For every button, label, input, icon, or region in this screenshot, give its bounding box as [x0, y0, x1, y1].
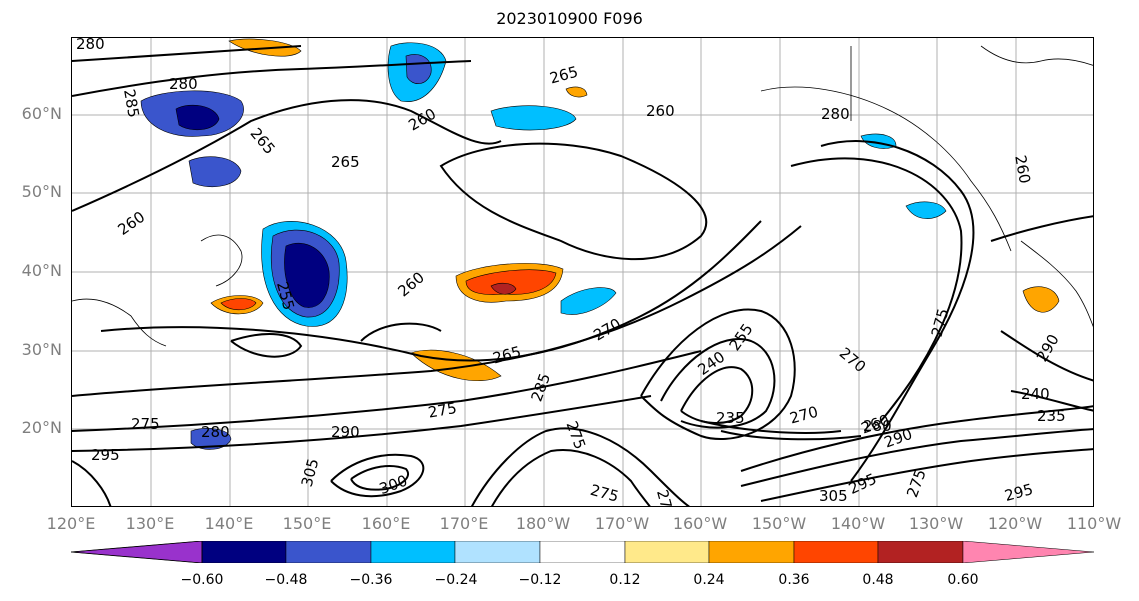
- colorbar: [71, 541, 1094, 563]
- contour-lines: [72, 45, 1093, 506]
- contour-label: 275: [588, 481, 620, 506]
- colorbar-segment: [71, 541, 203, 563]
- contour-label: 240: [1021, 385, 1050, 403]
- orange-anomaly-bering: [565, 86, 588, 98]
- lon-label-130e: 130°E: [125, 514, 175, 533]
- lon-label-120e: 120°E: [46, 514, 96, 533]
- contour-label: 260: [646, 102, 675, 120]
- contour-label: 270: [788, 403, 820, 428]
- lon-label-160w: 160°W: [672, 514, 728, 533]
- anomaly-shading: [140, 38, 1060, 450]
- cyan-anomaly-mid: [560, 287, 617, 315]
- colorbar-segment: [370, 541, 456, 563]
- map-panel: 280 285 280 265 265 260 265 260 280 260 …: [71, 37, 1094, 507]
- colorbar-tick: −0.12: [518, 572, 562, 588]
- navy-anomaly-kamchatka: [175, 104, 220, 131]
- colorbar-tick: −0.24: [434, 572, 478, 588]
- contour-label: 295: [91, 446, 120, 464]
- colorbar-tick: 0.48: [862, 572, 894, 588]
- colorbar-segment: [793, 541, 879, 563]
- lon-label-150w: 150°W: [751, 514, 807, 533]
- contour-label: 295: [1003, 480, 1035, 505]
- colorbar-segment: [539, 541, 626, 563]
- blue-anomaly-okhotsk: [188, 156, 242, 187]
- navy-anomaly-japan: [284, 242, 330, 308]
- contour-label: 265: [548, 63, 580, 88]
- contour-label: 280: [169, 75, 198, 93]
- colorbar-segment: [285, 541, 372, 563]
- colorbar-segment: [877, 541, 964, 563]
- contour-label: 260: [405, 105, 439, 135]
- red-anomaly-japan: [220, 298, 257, 311]
- colorbar-tick: −0.60: [180, 572, 224, 588]
- map-title: 2023010900 F096: [496, 9, 643, 28]
- lon-label-180w: 180°W: [515, 514, 571, 533]
- lon-label-170w: 170°W: [594, 514, 650, 533]
- lon-label-150e: 150°E: [282, 514, 332, 533]
- colorbar-tick: −0.48: [264, 572, 308, 588]
- contour-label: 265: [491, 343, 523, 368]
- lon-label-120w: 120°W: [987, 514, 1043, 533]
- colorbar-tick: 0.24: [693, 572, 725, 588]
- contour-label: 265: [247, 124, 279, 158]
- contour-label: 280: [821, 105, 850, 123]
- lat-label-50n: 50°N: [21, 182, 62, 201]
- contour-label: 285: [120, 88, 143, 119]
- orange-anomaly-midsouth: [410, 349, 502, 381]
- contour-label: 270: [590, 315, 624, 345]
- colorbar-segment: [454, 541, 541, 563]
- darkred-anomaly-central: [490, 282, 517, 295]
- colorbar-tick: 0.60: [947, 572, 979, 588]
- lat-label-30n: 30°N: [21, 340, 62, 359]
- lat-label-40n: 40°N: [21, 261, 62, 280]
- contour-label: 290: [331, 423, 360, 441]
- red-anomaly-central: [465, 269, 557, 295]
- contour-label: 260: [114, 208, 148, 239]
- blue-anomaly-bering: [405, 54, 432, 84]
- lon-label-170e: 170°E: [439, 514, 489, 533]
- contour-label: 270: [836, 344, 870, 376]
- map-canvas: 280 285 280 265 265 260 265 260 280 260 …: [72, 38, 1093, 507]
- lon-label-160e: 160°E: [361, 514, 411, 533]
- contour-label: 280: [76, 38, 105, 53]
- contour-label: 305: [298, 456, 323, 488]
- contour-label: 280: [863, 417, 892, 435]
- contour-label: 275: [131, 415, 160, 433]
- coastlines: [72, 45, 1093, 347]
- contour-label: 290: [1033, 331, 1063, 365]
- contour-label: 275: [563, 419, 590, 452]
- contour-label: 275: [928, 306, 953, 338]
- lon-label-140e: 140°E: [204, 514, 254, 533]
- lon-label-110w: 110°W: [1066, 514, 1122, 533]
- lon-label-130w: 130°W: [908, 514, 964, 533]
- contour-label: 295: [846, 470, 880, 498]
- colorbar-tick: −0.36: [349, 572, 393, 588]
- contour-label: 305: [819, 487, 848, 505]
- colorbar-segments: [71, 541, 1094, 563]
- cyan-anomaly-north: [490, 105, 577, 131]
- colorbar-segment: [201, 541, 287, 563]
- lat-label-20n: 20°N: [21, 418, 62, 437]
- contour-label: 255: [726, 320, 757, 354]
- contour-label: 275: [427, 399, 458, 422]
- lon-label-140w: 140°W: [830, 514, 886, 533]
- colorbar-segment: [624, 541, 710, 563]
- contour-label: 235: [716, 409, 745, 427]
- contour-label: 235: [1037, 407, 1066, 425]
- lat-label-60n: 60°N: [21, 104, 62, 123]
- contour-label: 275: [653, 488, 678, 507]
- contour-label: 265: [331, 153, 360, 171]
- colorbar-tick: 0.36: [778, 572, 810, 588]
- contour-label: 260: [394, 268, 428, 300]
- contour-label: 280: [201, 423, 230, 441]
- contour-label: 260: [1011, 154, 1034, 185]
- cyan-anomaly-gulf: [905, 201, 947, 219]
- colorbar-segment: [962, 541, 1094, 563]
- colorbar-tick: 0.12: [609, 572, 641, 588]
- colorbar-segment: [708, 541, 795, 563]
- contour-label: 300: [377, 471, 410, 498]
- orange-anomaly-eastcoast: [1022, 286, 1060, 313]
- contour-label: 285: [527, 371, 554, 404]
